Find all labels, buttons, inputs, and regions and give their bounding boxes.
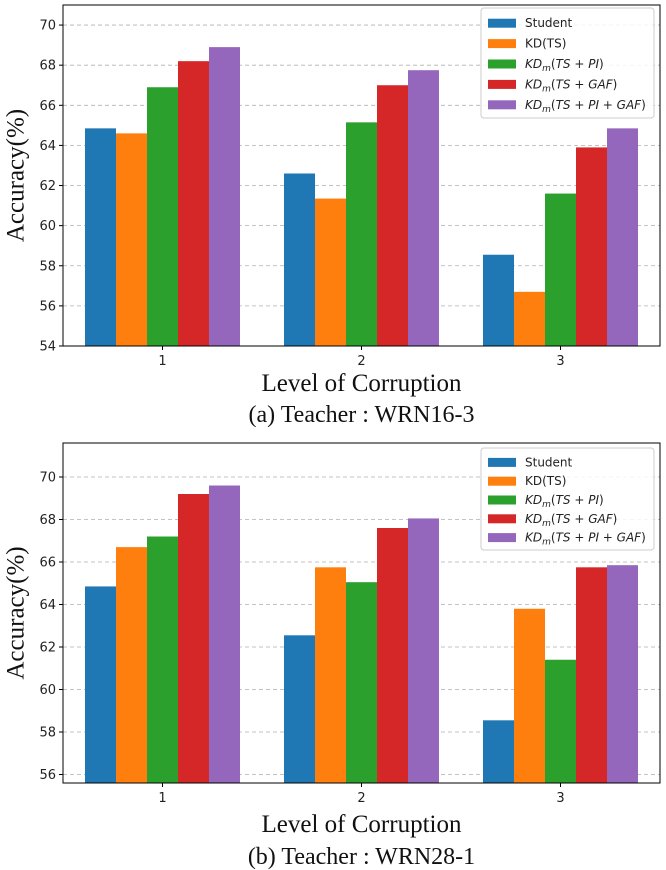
y-tick-label: 68 [39, 59, 56, 74]
bar [178, 61, 209, 347]
bar [284, 635, 315, 783]
legend-box [480, 7, 655, 119]
legend-swatch [488, 533, 516, 543]
legend-box [480, 447, 655, 551]
bar [377, 528, 408, 783]
y-tick-label: 58 [39, 259, 56, 274]
y-tick-label: 60 [39, 219, 56, 234]
chart-panel-b: 56 58 60 62 64 66 68 70 1 2 3 Student KD(TS) KDm(TS… [3, 442, 661, 870]
chart-caption: (b) Teacher : WRN28-1 [248, 844, 475, 870]
bar [315, 198, 346, 346]
bar [377, 85, 408, 346]
bars [62, 4, 661, 347]
bar [545, 659, 576, 783]
legend-label: KDm(TS + PI) [525, 493, 604, 510]
bar [483, 720, 514, 783]
y-axis-label: Accuracy(%) [3, 546, 30, 679]
legend-label: KD(TS) [525, 474, 566, 488]
legend-swatch [488, 79, 516, 89]
x-tick-label: 3 [556, 791, 564, 806]
x-tick-label: 2 [357, 354, 365, 369]
bar [607, 565, 638, 783]
legend-swatch [488, 457, 516, 467]
x-tick-label: 1 [158, 791, 166, 806]
bar [576, 567, 607, 783]
bar [209, 485, 240, 783]
bars [62, 442, 661, 784]
x-tick-label: 1 [158, 354, 166, 369]
bar [284, 173, 315, 346]
legend-swatch [488, 39, 516, 49]
bar [315, 567, 346, 783]
bar [178, 494, 209, 783]
bar [607, 128, 638, 346]
bar [346, 582, 377, 783]
legend: Student KD(TS) KDm(TS + PI) KDm(TS + GAF) KD… [480, 7, 655, 119]
bar [209, 47, 240, 346]
y-axis-ticks: 56 58 60 62 64 66 68 70 [39, 471, 63, 783]
x-axis-ticks: 1 2 3 [158, 783, 565, 806]
y-tick-label: 62 [39, 179, 56, 194]
y-tick-label: 68 [39, 513, 56, 528]
y-tick-label: 56 [39, 299, 56, 314]
x-axis-ticks: 1 2 3 [158, 346, 565, 369]
y-tick-label: 58 [39, 726, 56, 741]
bar [85, 128, 116, 346]
legend-swatch [488, 59, 516, 69]
bar [545, 193, 576, 346]
bar [408, 70, 439, 347]
bar [147, 87, 178, 346]
legend-label: Student [525, 455, 573, 469]
legend-swatch [488, 100, 516, 110]
y-tick-label: 54 [39, 340, 56, 355]
x-tick-label: 3 [556, 354, 564, 369]
y-tick-label: 70 [39, 19, 56, 34]
bar [576, 147, 607, 346]
legend-swatch [488, 18, 516, 28]
y-tick-label: 56 [39, 768, 56, 783]
bar [514, 291, 545, 346]
legend-label: Student [525, 16, 573, 30]
y-tick-label: 66 [39, 556, 56, 571]
bar [346, 122, 377, 346]
y-tick-label: 60 [39, 683, 56, 698]
x-axis-label: Level of Corruption [262, 811, 462, 838]
bar [116, 547, 147, 783]
y-tick-label: 66 [39, 99, 56, 114]
legend-swatch [488, 476, 516, 486]
bar [408, 518, 439, 783]
y-axis-label: Accuracy(%) [3, 109, 30, 242]
bar [85, 586, 116, 783]
legend: Student KD(TS) KDm(TS + PI) KDm(TS + GAF) KD… [480, 447, 655, 551]
x-tick-label: 2 [357, 791, 365, 806]
legend-label: KDm(TS + GAF) [525, 77, 617, 94]
y-tick-label: 70 [39, 471, 56, 486]
y-tick-label: 62 [39, 641, 56, 656]
chart-caption: (a) Teacher : WRN16-3 [248, 402, 474, 428]
y-tick-label: 64 [39, 139, 56, 154]
bar [483, 254, 514, 346]
chart-panel-a: 54 56 58 60 62 64 66 68 70 1 2 3 Student KD(TS) KDm(… [3, 4, 661, 428]
legend-label: KDm(TS + PI + GAF) [525, 531, 646, 548]
legend-swatch [488, 514, 516, 524]
bar [116, 133, 147, 346]
bar [147, 536, 178, 783]
y-axis-ticks: 54 56 58 60 62 64 66 68 70 [39, 19, 63, 355]
x-axis-label: Level of Corruption [262, 370, 462, 397]
legend-label: KDm(TS + PI + GAF) [525, 98, 646, 115]
legend-label: KD(TS) [525, 37, 566, 51]
bar [514, 608, 545, 783]
legend-label: KDm(TS + GAF) [525, 512, 617, 529]
legend-label: KDm(TS + PI) [525, 57, 604, 74]
y-tick-label: 64 [39, 598, 56, 613]
legend-swatch [488, 495, 516, 505]
